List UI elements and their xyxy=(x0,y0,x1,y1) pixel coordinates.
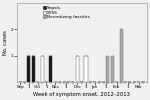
Bar xyxy=(27,56,30,82)
Bar xyxy=(111,56,114,82)
Y-axis label: No. cases: No. cases xyxy=(3,30,8,55)
Bar xyxy=(40,56,44,82)
X-axis label: Week of symptom onset, 2012–2013: Week of symptom onset, 2012–2013 xyxy=(33,92,130,96)
Legend: Sepsis, STSS, Necrotizing fasciitis: Sepsis, STSS, Necrotizing fasciitis xyxy=(42,6,90,20)
Bar xyxy=(76,56,79,82)
Bar xyxy=(84,56,87,82)
Bar xyxy=(32,56,35,82)
Bar xyxy=(49,56,52,82)
Bar xyxy=(120,30,123,82)
Bar xyxy=(106,56,110,82)
